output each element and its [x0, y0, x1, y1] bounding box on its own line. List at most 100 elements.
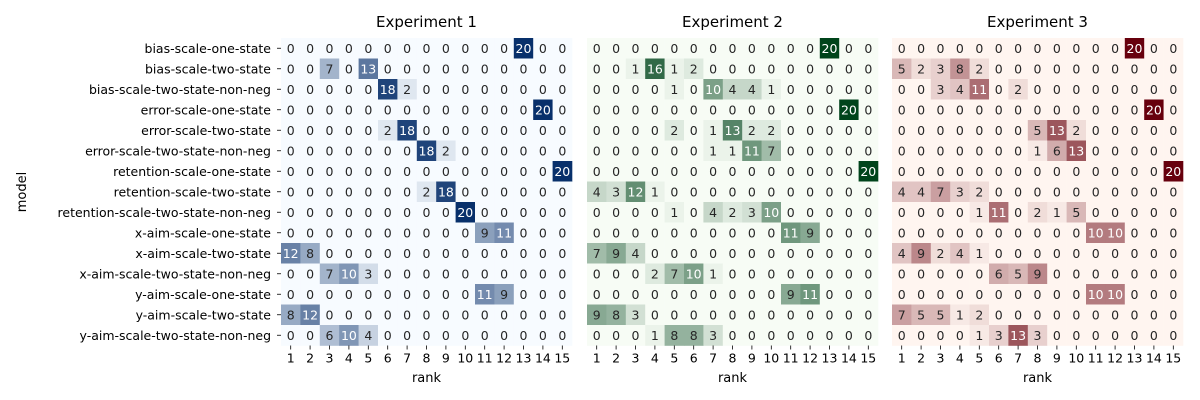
heatmap-cell [625, 304, 646, 326]
heatmap-cell [494, 58, 515, 80]
heatmap-cell [552, 58, 573, 80]
heatmap-cell [1105, 243, 1126, 264]
heatmap-cell [1047, 325, 1067, 346]
heatmap-cell [397, 120, 418, 141]
heatmap-cell [950, 222, 970, 244]
cell-value: 0 [423, 61, 431, 76]
cell-value: 0 [593, 61, 601, 76]
cell-value: 0 [442, 328, 450, 343]
cell-value: 0 [1169, 184, 1177, 199]
cell-value: 0 [558, 123, 566, 138]
cell-value: 0 [1150, 287, 1158, 302]
x-tick-label: 11 [783, 351, 799, 366]
cell-value: 10 [1088, 287, 1104, 302]
cell-value: 0 [1053, 184, 1061, 199]
cell-value: 0 [1034, 307, 1042, 322]
heatmap-cell [911, 222, 932, 244]
heatmap-cell [319, 161, 340, 182]
cell-value: 0 [1131, 328, 1139, 343]
cell-value: 0 [1131, 184, 1139, 199]
cell-value: 0 [539, 123, 547, 138]
cell-value: 0 [1092, 246, 1100, 261]
heatmap-cell [819, 222, 840, 244]
cell-value: 0 [1092, 82, 1100, 97]
heatmap-cell [819, 284, 840, 305]
heatmap-cell [1027, 58, 1048, 80]
model-label: bias-scale-two-state-non-neg [89, 82, 271, 97]
cell-value: 9 [500, 287, 508, 302]
heatmap-cell [397, 38, 418, 59]
cell-value: 0 [520, 102, 528, 117]
cell-value: 0 [345, 205, 353, 220]
cell-value: 8 [956, 61, 964, 76]
cell-value: 0 [593, 102, 601, 117]
cell-value: 0 [1034, 246, 1042, 261]
heatmap-cell [645, 325, 665, 346]
heatmap-cell [1086, 120, 1106, 141]
cell-value: 2 [384, 123, 392, 138]
heatmap-cell [950, 79, 970, 100]
heatmap-cell [969, 161, 990, 182]
heatmap-cell [1066, 120, 1087, 141]
heatmap-cell [319, 243, 340, 264]
cell-value: 0 [1072, 41, 1080, 56]
cell-value: 0 [748, 246, 756, 261]
heatmap-cell [1008, 38, 1029, 59]
cell-value: 0 [917, 287, 925, 302]
heatmap-cell [625, 284, 646, 305]
model-label: error-scale-one-state [141, 102, 272, 117]
cell-value: 9 [1034, 266, 1042, 281]
heatmap-cell [378, 181, 398, 203]
heatmap-cell [552, 222, 573, 244]
heatmap-cell [625, 140, 646, 162]
x-tick-label: 13 [822, 351, 838, 366]
heatmap-cell [858, 58, 879, 80]
heatmap-cell [397, 181, 418, 203]
cell-value: 0 [1034, 184, 1042, 199]
cell-value: 0 [1169, 205, 1177, 220]
x-tick-label: 13 [516, 351, 532, 366]
heatmap-cell [281, 79, 301, 100]
cell-value: 0 [539, 307, 547, 322]
heatmap-cell [625, 38, 646, 59]
cell-value: 0 [1131, 164, 1139, 179]
heatmap-cell [281, 140, 301, 162]
heatmap-cell [397, 284, 418, 305]
heatmap-cell [1163, 304, 1184, 326]
heatmap-cell [781, 202, 801, 223]
heatmap-cell [587, 99, 607, 121]
heatmap-cell [1124, 120, 1145, 141]
cell-value: 0 [826, 307, 834, 322]
cell-value: 0 [845, 307, 853, 322]
cell-value: 0 [306, 184, 314, 199]
heatmap-cell [281, 120, 301, 141]
cell-value: 20 [841, 102, 857, 117]
heatmap-cell [416, 284, 437, 305]
heatmap-cell [625, 58, 646, 80]
cell-value: 0 [1034, 287, 1042, 302]
cell-value: 2 [442, 143, 450, 158]
heatmap-cell [1144, 222, 1164, 244]
cell-value: 0 [651, 205, 659, 220]
cell-value: 0 [612, 143, 620, 158]
heatmap-cell [475, 263, 495, 285]
x-tick-label: 13 [1127, 351, 1143, 366]
cell-value: 0 [326, 205, 334, 220]
heatmap-cell [416, 181, 437, 203]
cell-value: 0 [345, 225, 353, 240]
heatmap-cell [839, 161, 859, 182]
heatmap-cell [1008, 325, 1029, 346]
heatmap-cell [892, 120, 912, 141]
cell-value: 0 [481, 164, 489, 179]
heatmap-cell [1105, 79, 1126, 100]
cell-value: 11 [744, 143, 760, 158]
cell-value: 0 [403, 184, 411, 199]
cell-value: 0 [956, 287, 964, 302]
heatmap-cell [1047, 58, 1067, 80]
heatmap-cell [475, 120, 495, 141]
cell-value: 0 [326, 184, 334, 199]
heatmap-cell [1066, 140, 1087, 162]
cell-value: 0 [670, 225, 678, 240]
cell-value: 0 [729, 287, 737, 302]
heatmap-cell [436, 79, 456, 100]
